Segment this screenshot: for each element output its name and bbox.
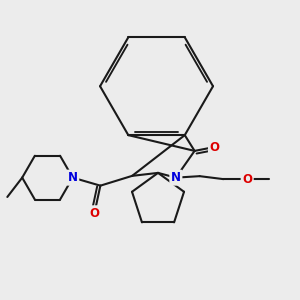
Text: O: O <box>242 172 252 186</box>
Text: N: N <box>68 171 78 184</box>
Text: O: O <box>209 140 220 154</box>
Text: O: O <box>89 207 99 220</box>
Text: N: N <box>171 171 181 184</box>
